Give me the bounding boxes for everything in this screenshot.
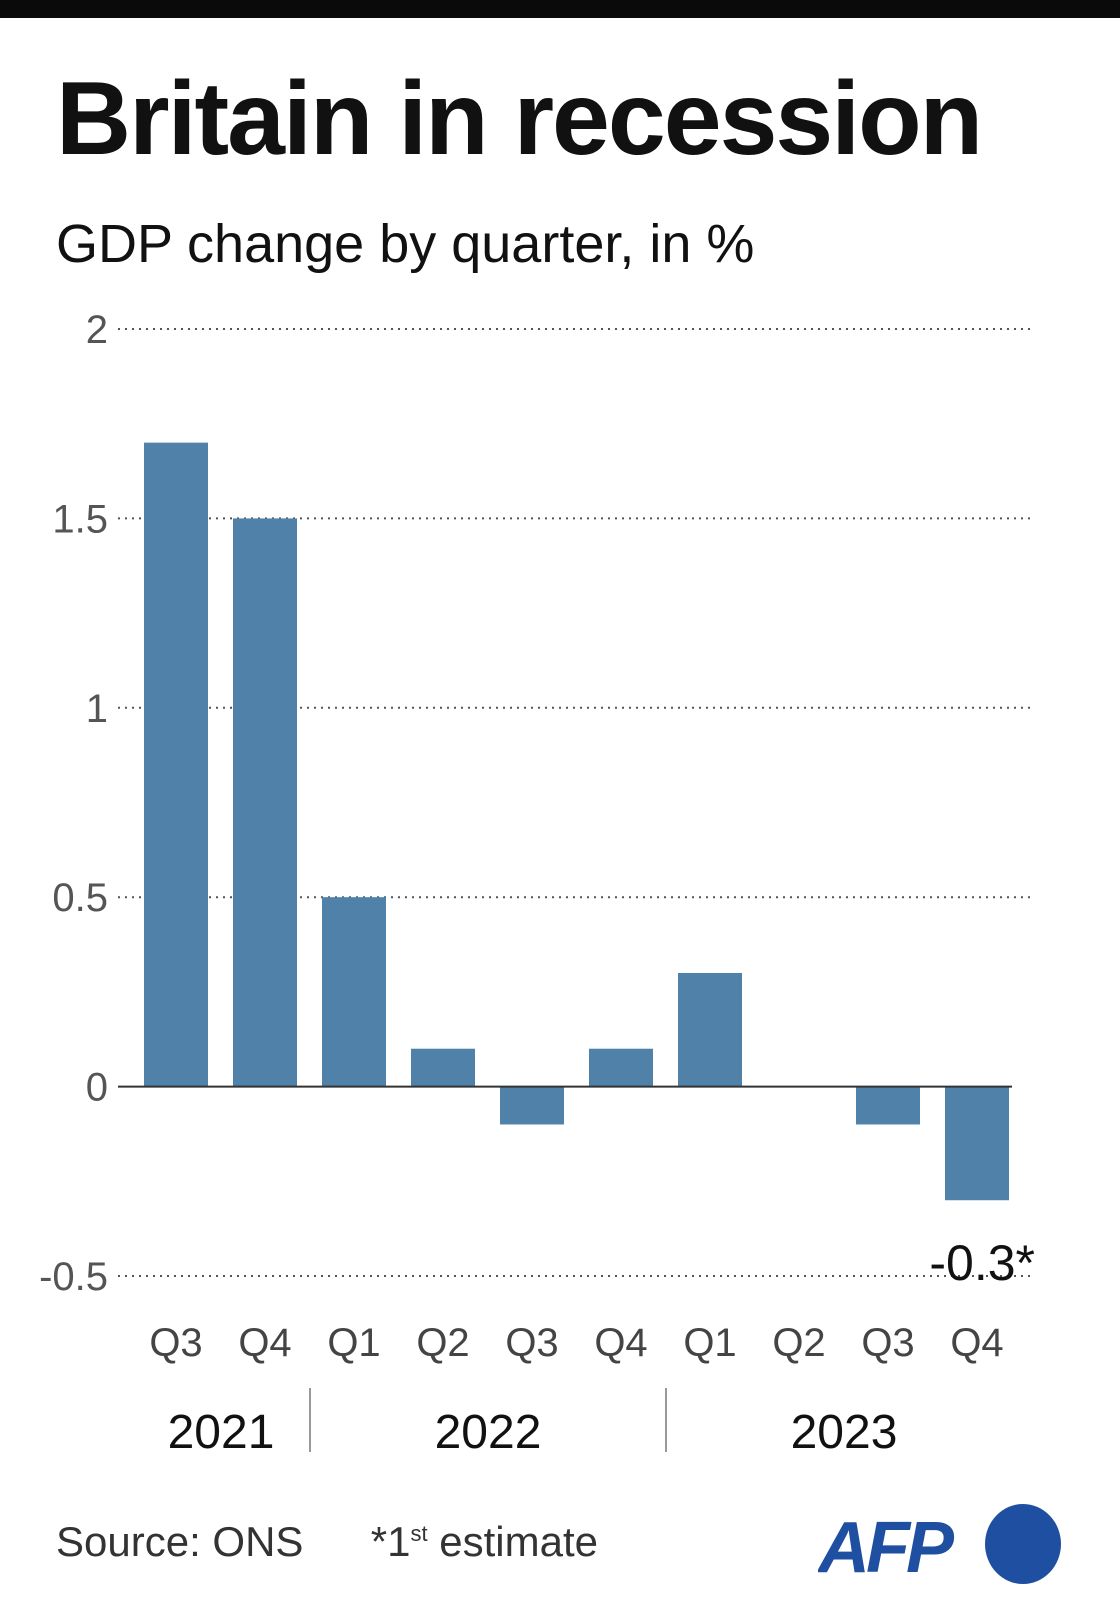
- footnote-sup: st: [410, 1521, 428, 1546]
- bar: [678, 972, 742, 1087]
- year-label: 2021: [168, 1406, 275, 1459]
- y-tick-label: 1.5: [52, 497, 108, 541]
- bar: [589, 1048, 653, 1087]
- x-tick-label: Q1: [683, 1321, 736, 1365]
- bar: [500, 1086, 564, 1125]
- chart-subtitle: GDP change by quarter, in %: [56, 214, 755, 274]
- x-tick-label: Q4: [238, 1321, 291, 1365]
- y-tick-label: 0: [86, 1066, 108, 1110]
- value-annotation: -0.3*: [929, 1235, 1035, 1291]
- x-tick-label: Q1: [327, 1321, 380, 1365]
- y-tick-label: 2: [86, 308, 108, 352]
- footnote-prefix: *1: [370, 1518, 411, 1565]
- bar: [945, 1086, 1009, 1201]
- bar-chart: 2 1.5 1 0.5 0 -0.5 Q3 Q4 Q1 Q2 Q3 Q4 Q1 Q2 Q3 Q4 -0.3* 20…: [39, 308, 1035, 1459]
- footnote-suffix: estimate: [427, 1518, 599, 1565]
- y-tick-label: -0.5: [39, 1255, 108, 1299]
- x-tick-label: Q3: [505, 1321, 558, 1365]
- footer: Source: ONS *1st estimate: [56, 1518, 598, 1566]
- y-tick-label: 0.5: [52, 876, 108, 920]
- x-tick-label: Q3: [149, 1321, 202, 1365]
- afp-logo: AFP: [818, 1504, 1061, 1588]
- bar: [411, 1048, 475, 1087]
- x-tick-label: Q2: [772, 1321, 825, 1365]
- svg-text:AFP: AFP: [818, 1508, 955, 1588]
- x-tick-label: Q3: [861, 1321, 914, 1365]
- year-label: 2022: [435, 1406, 542, 1459]
- y-tick-label: 1: [86, 687, 108, 731]
- bar: [856, 1086, 920, 1125]
- source-text: Source: ONS: [56, 1518, 304, 1565]
- x-tick-label: Q2: [416, 1321, 469, 1365]
- bar: [233, 518, 297, 1087]
- x-tick-label: Q4: [950, 1321, 1003, 1365]
- top-rule: [0, 0, 1120, 18]
- x-tick-label: Q4: [594, 1321, 647, 1365]
- year-label: 2023: [791, 1406, 898, 1459]
- bar: [144, 442, 208, 1087]
- chart-title: Britain in recession: [56, 61, 983, 177]
- bar: [322, 897, 386, 1087]
